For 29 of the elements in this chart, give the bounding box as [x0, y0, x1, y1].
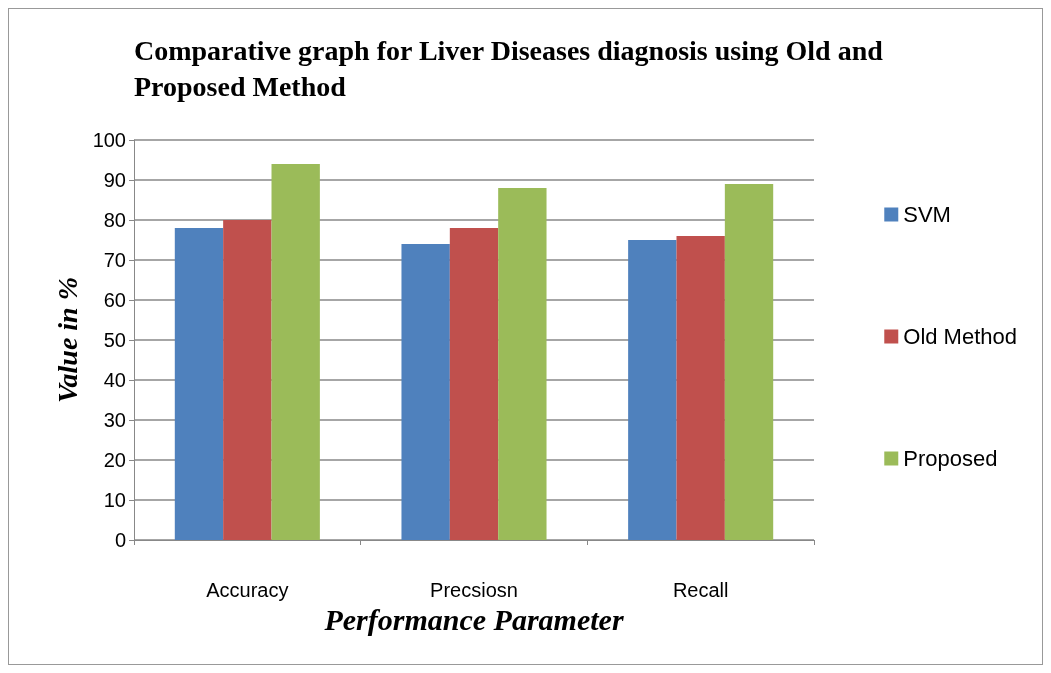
y-tick-label: 60	[103, 289, 126, 311]
y-tick-label: 30	[103, 409, 126, 431]
y-tick-label: 0	[114, 529, 126, 551]
bar	[449, 228, 499, 540]
bar	[401, 244, 450, 540]
bar	[271, 164, 320, 540]
x-tick-label: Accuracy	[206, 579, 289, 601]
y-tick-label: 40	[103, 369, 126, 391]
chart-title: Comparative graph for Liver Diseases diagnosis using Old and Proposed Method	[134, 34, 890, 102]
legend-label: SVM	[903, 202, 951, 227]
bar	[676, 236, 725, 540]
bar	[628, 240, 677, 540]
y-tick-label: 10	[103, 489, 126, 511]
y-tick-label: 50	[103, 329, 126, 351]
y-axis-title: Value in %	[52, 276, 84, 404]
bar	[724, 184, 774, 540]
y-tick-label: 100	[92, 129, 126, 151]
bar	[498, 188, 547, 540]
x-tick-label: Recall	[672, 579, 729, 601]
x-tick-label: Precsiosn	[430, 579, 518, 601]
legend-label: Proposed	[903, 446, 998, 471]
x-axis-title: Performance Parameter	[323, 603, 624, 637]
y-tick-label: 90	[103, 169, 126, 191]
y-tick-label: 20	[103, 449, 126, 471]
bar	[174, 228, 224, 540]
bar	[223, 220, 272, 540]
y-tick-label: 80	[103, 209, 126, 231]
legend-label: Old Method	[903, 324, 1018, 349]
y-tick-label: 70	[103, 249, 126, 271]
